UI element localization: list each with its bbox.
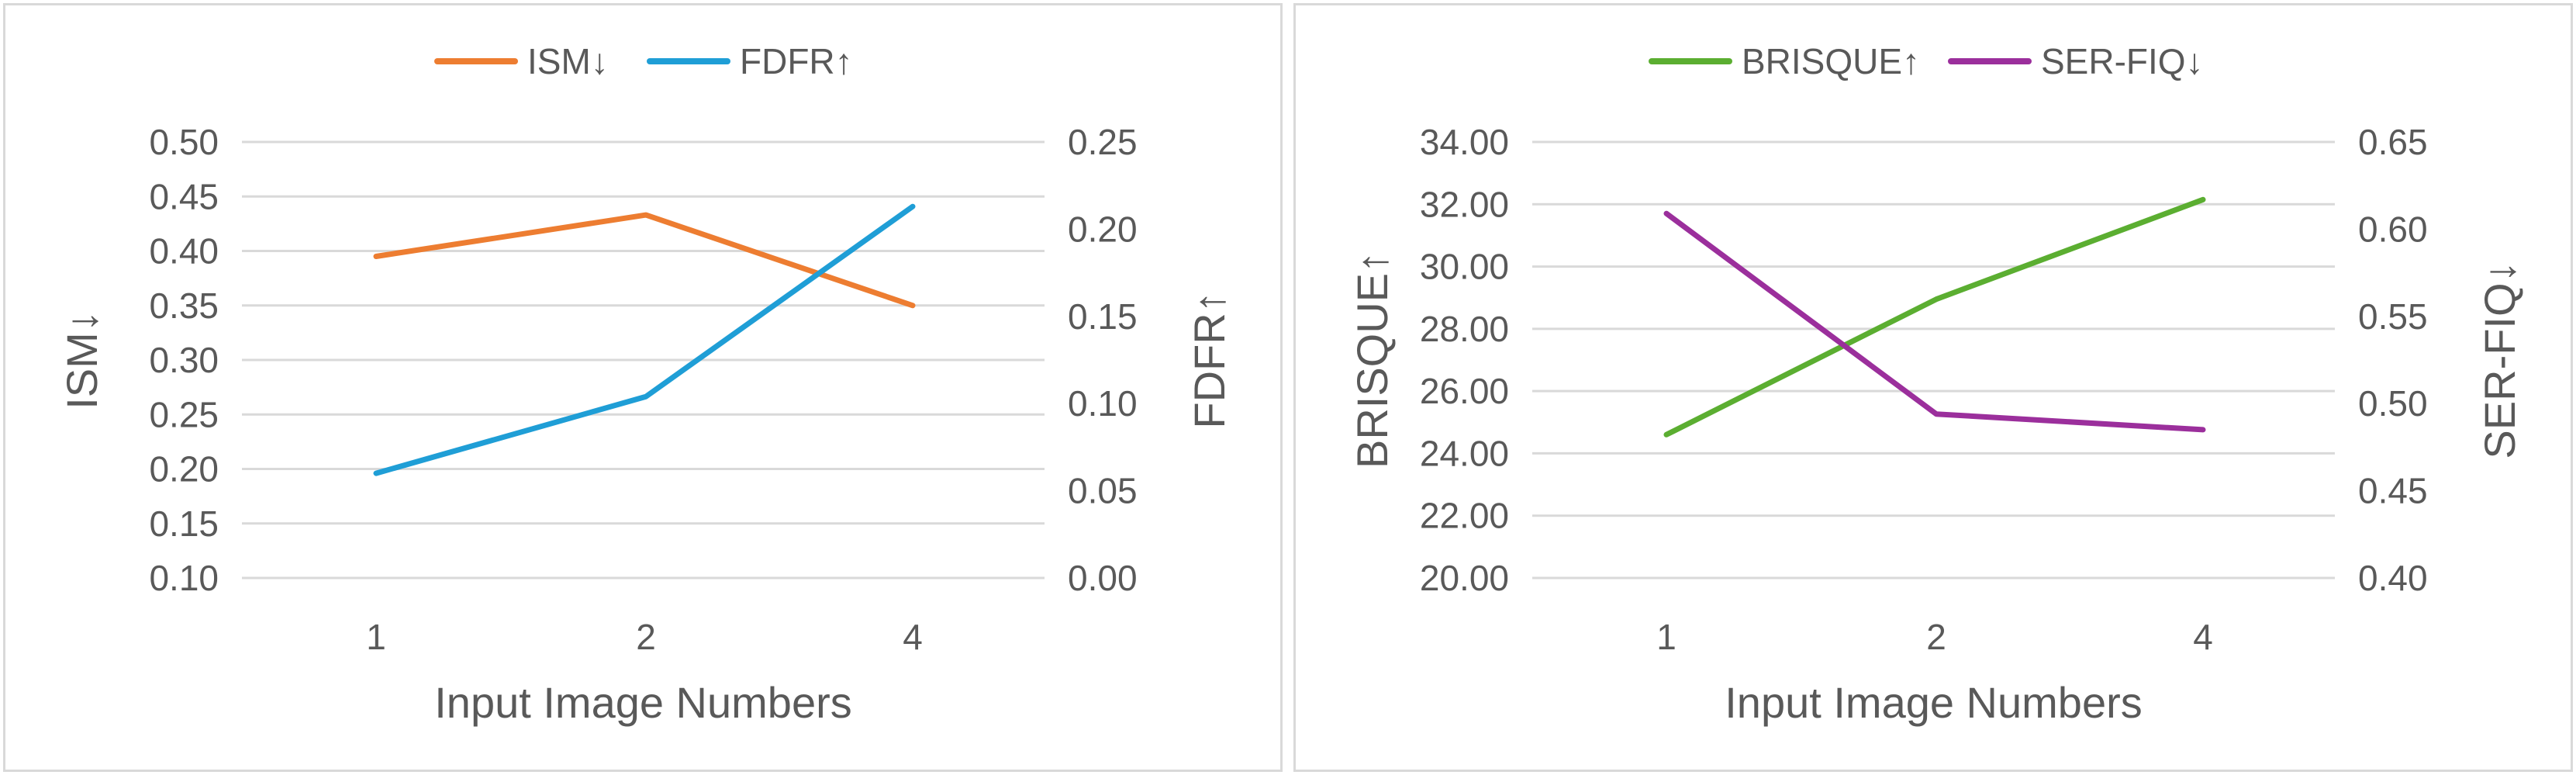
y-left-tick-label: 0.45 (149, 176, 219, 216)
x-axis-title: Input Image Numbers (434, 678, 851, 727)
y-left-axis-title: ISM↓ (57, 310, 106, 410)
y-left-tick-label: 0.10 (149, 558, 219, 598)
x-axis-title: Input Image Numbers (1725, 678, 2142, 727)
x-tick-label: 2 (1926, 617, 1946, 657)
legend-label: SER-FIQ↓ (2041, 41, 2204, 81)
series-line-1 (373, 203, 916, 476)
y-right-tick-label: 0.60 (2358, 209, 2428, 249)
y-left-axis-title: BRISQUE↑ (1348, 251, 1397, 469)
chart-ism-fdfr: 0.10 0.15 0.20 0.25 0.30 0.35 0.40 0.45 0.50 0.00… (57, 41, 1234, 727)
y-left-tick-label: 0.20 (149, 449, 219, 490)
x-tick-label: 1 (1656, 617, 1676, 657)
y-left-tick-label: 34.00 (1420, 122, 1509, 162)
x-tick-label: 4 (903, 617, 923, 657)
y-left-tick-label: 0.35 (149, 285, 219, 326)
y-right-axis-title: SER-FIQ↓ (2475, 261, 2524, 458)
y-left-tick-label: 30.00 (1420, 247, 1509, 287)
series-line-1 (1663, 210, 2206, 433)
y-right-tick-label: 0.45 (2358, 471, 2428, 511)
y-right-tick-label: 0.55 (2358, 296, 2428, 337)
y-right-tick-label: 0.00 (1068, 558, 1138, 598)
series-line-0 (373, 212, 916, 309)
chart-panel-brisque-serfiq: 20.00 22.00 24.00 26.00 28.00 30.00 32.00 34.00… (1293, 3, 2573, 772)
x-tick-label: 2 (636, 617, 656, 657)
series-line-0 (1663, 196, 2206, 438)
y-left-tick-label: 0.40 (149, 231, 219, 272)
legend-label: BRISQUE↑ (1742, 41, 1920, 81)
x-tick-label: 4 (2193, 617, 2213, 657)
x-tick-label: 1 (366, 617, 386, 657)
y-right-tick-label: 0.15 (1068, 296, 1138, 337)
y-left-tick-label: 32.00 (1420, 184, 1509, 224)
y-left-tick-label: 0.50 (149, 122, 219, 162)
y-left-tick-label: 22.00 (1420, 496, 1509, 536)
y-right-tick-label: 0.40 (2358, 558, 2428, 598)
y-left-tick-label: 0.15 (149, 503, 219, 544)
legend-label: FDFR↑ (740, 41, 853, 81)
chart-brisque-serfiq: 20.00 22.00 24.00 26.00 28.00 30.00 32.00 34.00… (1348, 41, 2524, 727)
y-right-tick-label: 0.65 (2358, 122, 2428, 162)
y-left-tick-label: 20.00 (1420, 558, 1509, 598)
y-right-tick-label: 0.20 (1068, 209, 1138, 249)
y-left-tick-label: 28.00 (1420, 309, 1509, 349)
y-left-tick-label: 0.30 (149, 340, 219, 380)
y-left-tick-label: 0.25 (149, 394, 219, 434)
y-right-axis-title: FDFR↑ (1185, 291, 1234, 428)
chart-panel-ism-fdfr: 0.10 0.15 0.20 0.25 0.30 0.35 0.40 0.45 0.50 0.00… (3, 3, 1283, 772)
y-right-tick-label: 0.50 (2358, 383, 2428, 424)
legend-label: ISM↓ (527, 41, 609, 81)
y-right-tick-label: 0.10 (1068, 383, 1138, 424)
y-right-tick-label: 0.05 (1068, 471, 1138, 511)
y-right-tick-label: 0.25 (1068, 122, 1138, 162)
y-left-tick-label: 24.00 (1420, 433, 1509, 473)
y-left-tick-label: 26.00 (1420, 371, 1509, 411)
